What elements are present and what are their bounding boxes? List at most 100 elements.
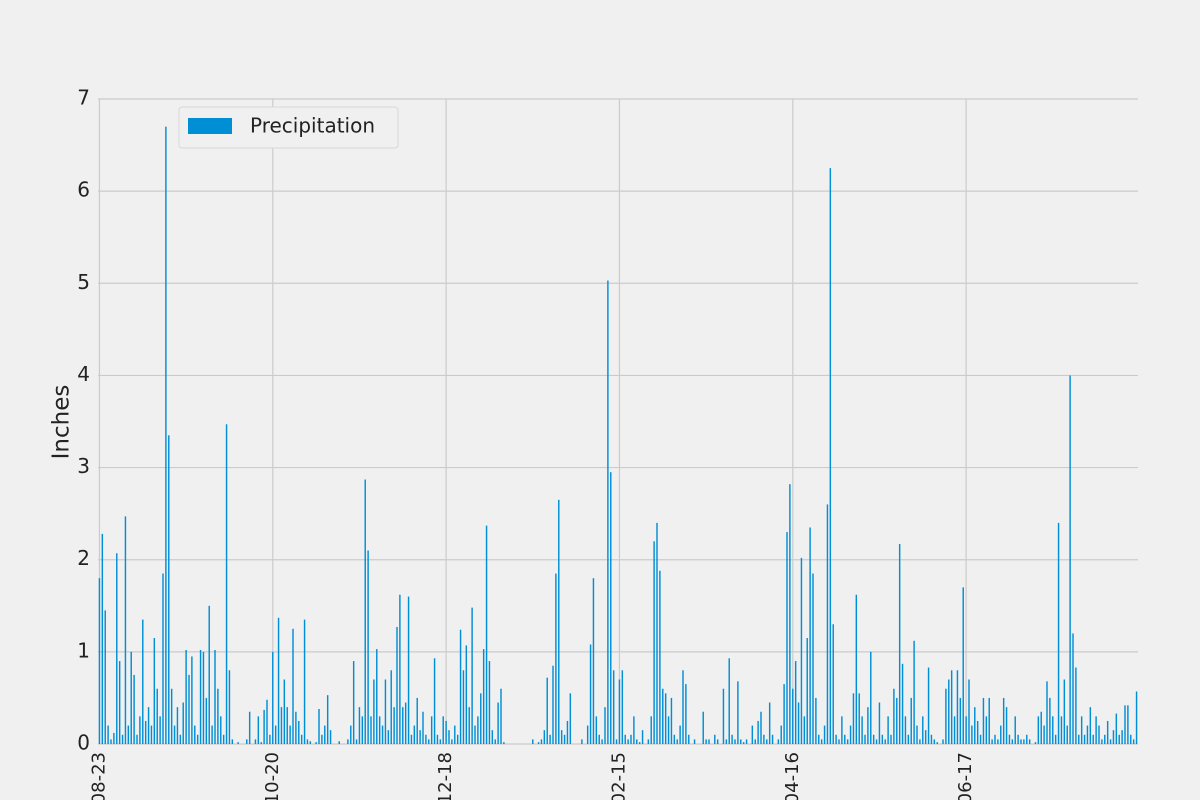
bar — [456, 734, 459, 744]
bar — [638, 742, 641, 744]
y-tick-label: 3 — [77, 454, 90, 478]
bar — [321, 734, 323, 744]
bar — [156, 688, 158, 744]
bar — [1095, 716, 1097, 744]
bar — [1115, 713, 1118, 744]
bar — [1043, 725, 1045, 744]
bar — [1011, 739, 1014, 744]
bar — [162, 573, 164, 744]
bar — [890, 734, 892, 744]
bar — [777, 739, 780, 744]
bar — [272, 651, 274, 744]
bar — [199, 650, 202, 744]
bar — [650, 716, 652, 744]
bar — [922, 716, 924, 744]
bar — [768, 702, 771, 744]
bar — [352, 661, 355, 744]
bar — [838, 739, 840, 744]
bar — [1057, 522, 1060, 744]
bar — [295, 711, 297, 744]
bar — [714, 734, 716, 744]
x-tick-label: 10-20 — [262, 752, 283, 800]
bar — [870, 651, 872, 744]
bar — [636, 739, 638, 744]
bar — [474, 725, 476, 744]
bar — [552, 665, 554, 744]
bar — [373, 679, 375, 744]
x-tick-label: 04-16 — [782, 752, 803, 800]
bar — [797, 702, 800, 744]
x-tick-label: 08-23 — [88, 752, 109, 800]
bar — [780, 725, 782, 744]
bar — [173, 725, 176, 744]
bar — [849, 725, 852, 744]
bar — [139, 716, 141, 744]
bar — [1037, 716, 1040, 744]
legend-swatch — [188, 118, 232, 134]
bar — [812, 573, 814, 744]
bar — [413, 725, 416, 744]
bar — [121, 734, 124, 744]
bar — [653, 541, 655, 744]
bar — [1020, 739, 1022, 744]
bar — [896, 697, 898, 744]
bar — [376, 649, 378, 744]
bar — [783, 684, 785, 744]
bar — [601, 739, 603, 744]
grid — [98, 98, 1138, 745]
bar — [462, 670, 465, 744]
bar — [442, 716, 444, 744]
bar — [358, 707, 361, 744]
bar — [416, 697, 418, 744]
bar — [832, 624, 834, 744]
bar — [621, 670, 624, 744]
bar — [919, 739, 921, 744]
bar — [355, 739, 358, 744]
bar — [1118, 734, 1120, 744]
bar — [716, 739, 719, 744]
bar — [286, 707, 288, 744]
bar — [477, 716, 479, 744]
bar — [708, 739, 710, 744]
bar — [910, 697, 912, 744]
bar — [396, 626, 398, 744]
bar — [324, 725, 326, 744]
bar — [309, 741, 312, 744]
bar — [662, 688, 664, 744]
bar — [260, 742, 262, 744]
bar — [1002, 697, 1005, 744]
bar — [771, 734, 774, 744]
bar — [734, 739, 736, 744]
bar — [1060, 716, 1063, 744]
bar — [647, 739, 650, 744]
bar — [740, 739, 742, 744]
bar — [182, 702, 184, 744]
bar — [1072, 633, 1074, 744]
bar — [705, 739, 707, 744]
bar — [875, 739, 878, 744]
bar — [549, 734, 551, 744]
bar — [794, 661, 797, 744]
bar — [667, 716, 670, 744]
bar — [861, 716, 863, 744]
bar — [269, 734, 271, 744]
bar — [907, 734, 910, 744]
bar — [159, 716, 161, 744]
bar — [1104, 734, 1106, 744]
bar — [500, 688, 502, 744]
bar — [974, 707, 976, 744]
bar — [1066, 725, 1068, 744]
bar — [147, 707, 150, 744]
bar — [693, 739, 696, 744]
bar — [766, 739, 768, 744]
bar — [887, 716, 889, 744]
bar — [803, 716, 806, 744]
bar — [1008, 734, 1011, 744]
bar — [956, 670, 959, 744]
bar — [959, 697, 962, 744]
bar — [792, 688, 794, 744]
bar — [1023, 739, 1025, 744]
bar — [702, 711, 704, 744]
bar — [491, 730, 494, 744]
